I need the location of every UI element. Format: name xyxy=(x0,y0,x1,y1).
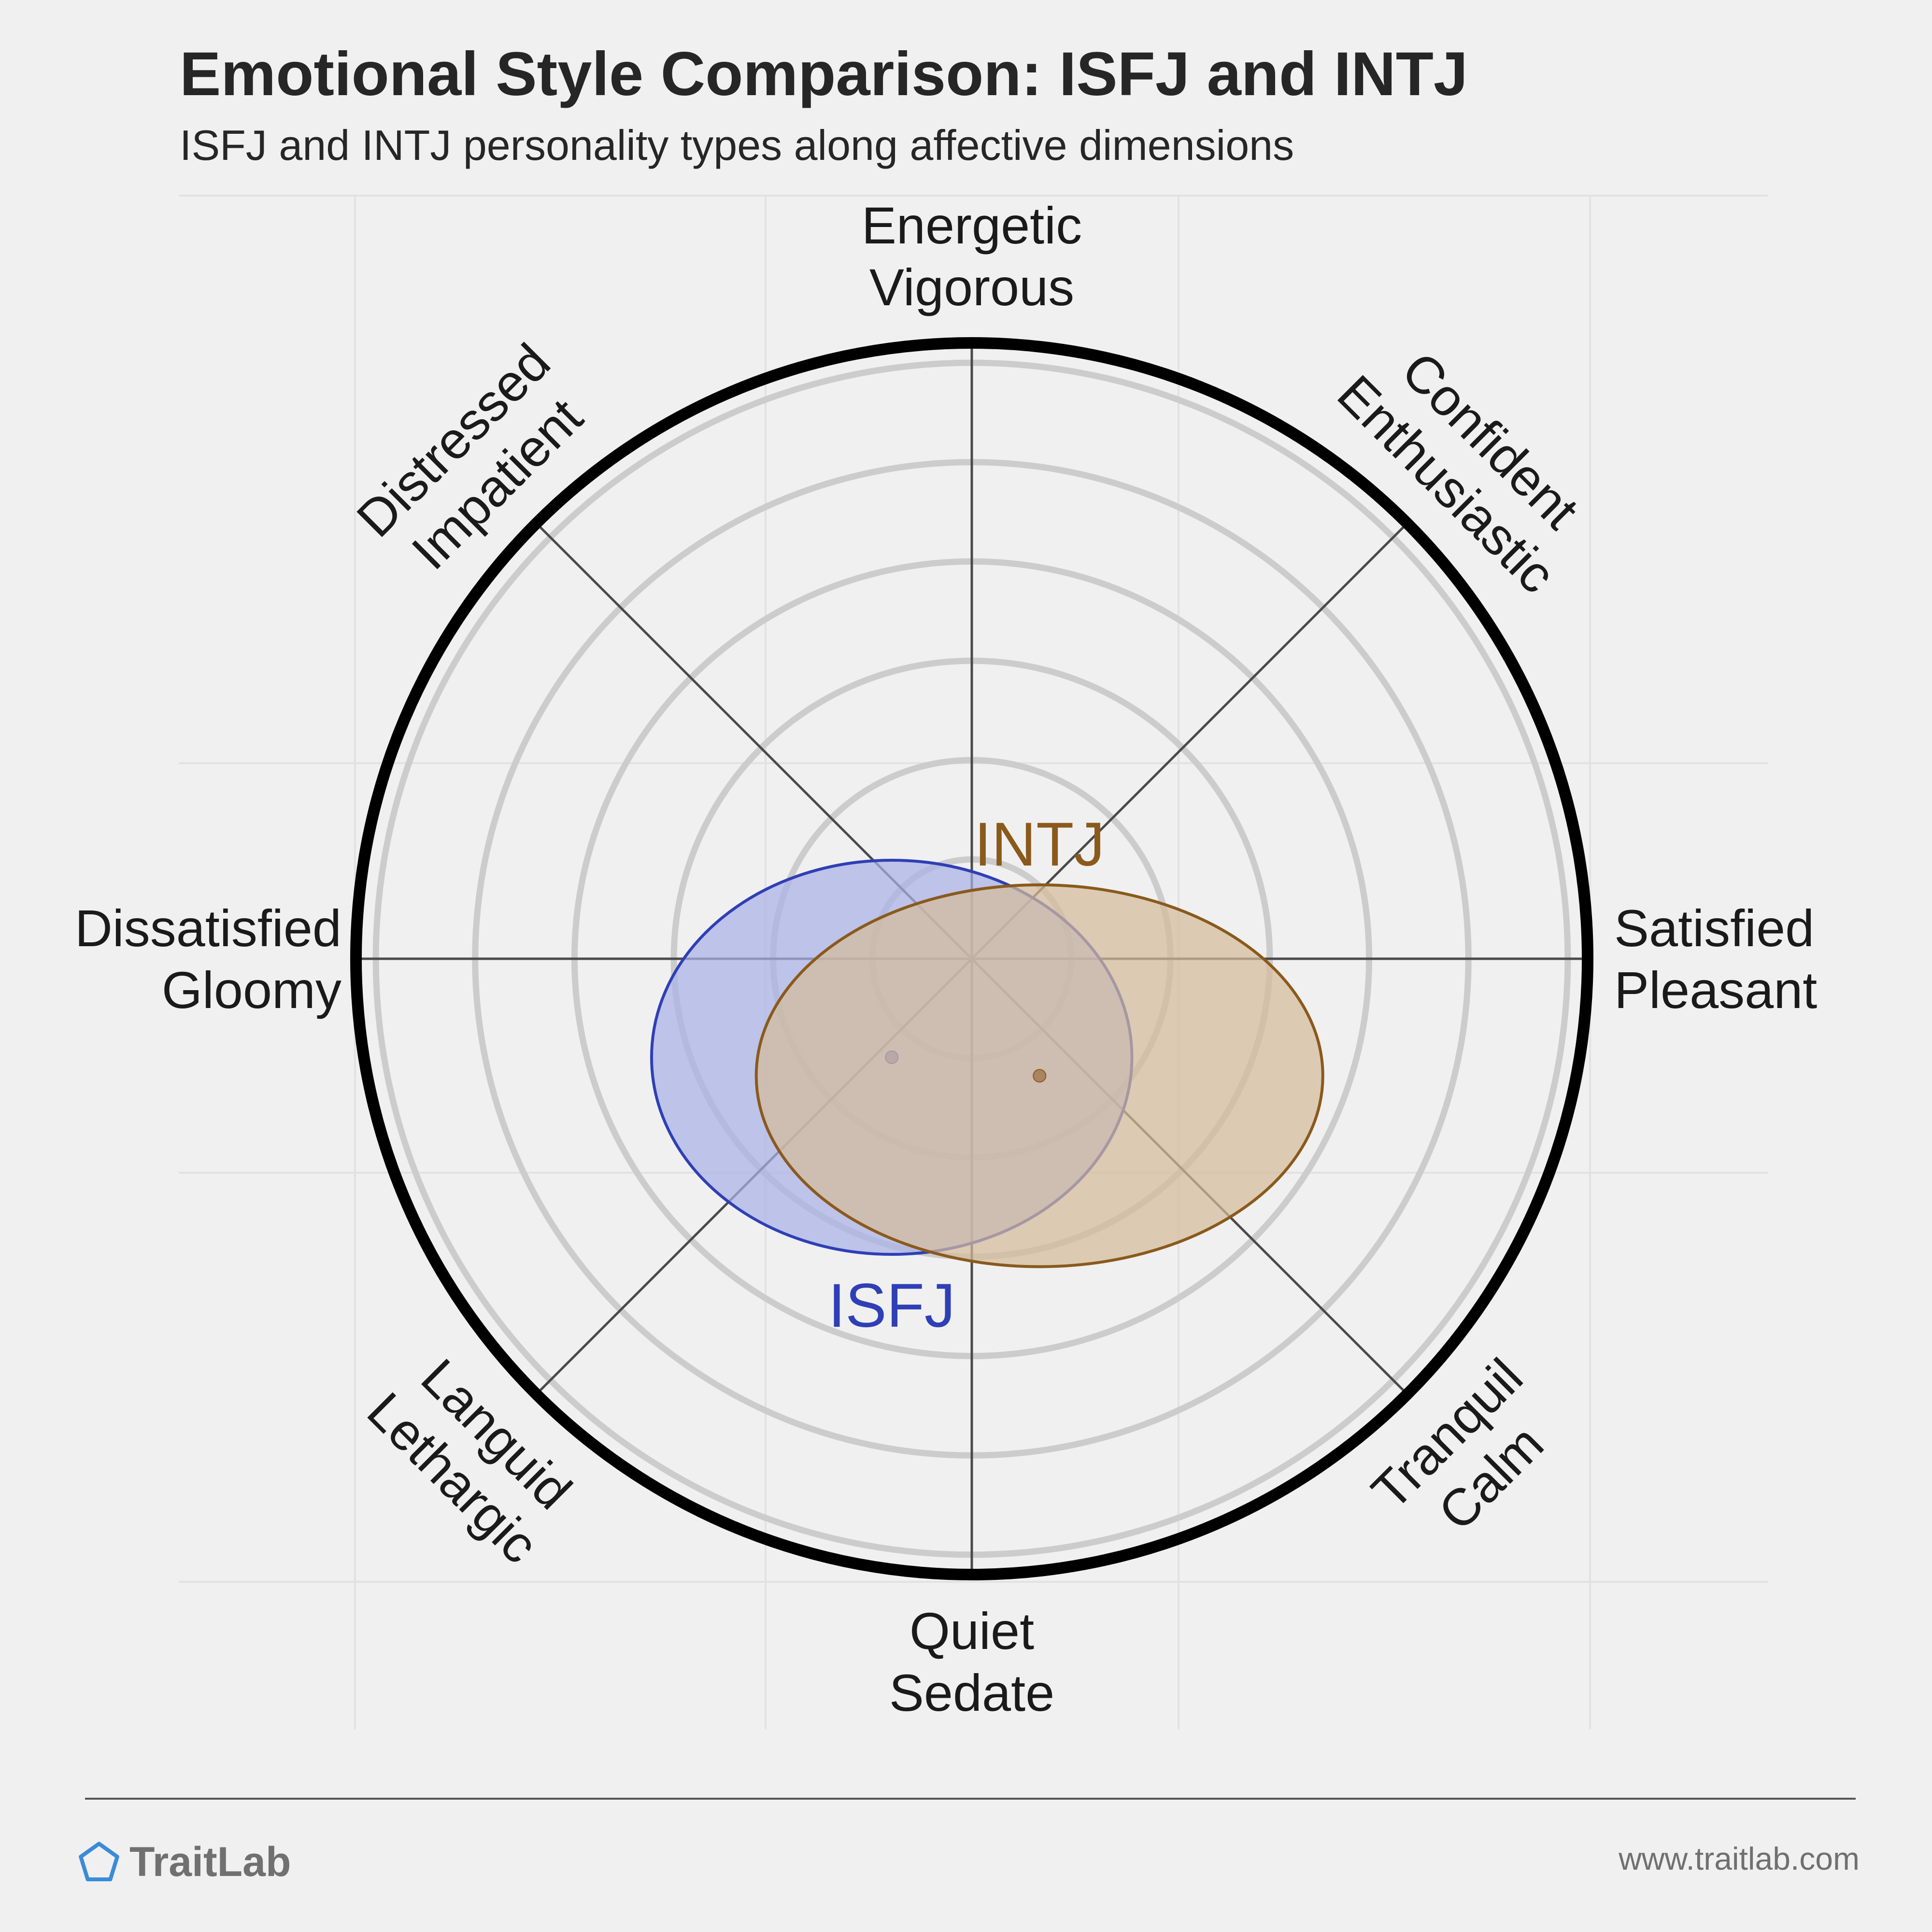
axis-label-line: Dissatisfied xyxy=(75,899,341,957)
type-ellipses xyxy=(650,859,1324,1268)
axis-label-line: Vigorous xyxy=(869,258,1074,316)
axis-label-line: Gloomy xyxy=(162,961,341,1019)
pentagon-icon xyxy=(79,1842,119,1882)
axis-label-line: Satisfied xyxy=(1614,899,1814,957)
type-labels: ISFJ INTJ xyxy=(828,810,1105,1340)
intj-centroid xyxy=(1033,1069,1047,1083)
outer-ring xyxy=(350,337,1593,1580)
intj-label: INTJ xyxy=(974,810,1105,879)
traitlab-logo[interactable]: TraitLab xyxy=(77,1835,291,1889)
site-url[interactable]: www.traitlab.com xyxy=(1619,1841,1860,1876)
axis-label-line: Energetic xyxy=(862,196,1082,255)
chart-subtitle: ISFJ and INTJ personality types along af… xyxy=(180,121,1294,169)
axis-label-line: Quiet xyxy=(909,1602,1034,1660)
axis-label-line: Sedate xyxy=(889,1663,1054,1722)
axis-label-line: Pleasant xyxy=(1614,961,1817,1019)
chart-title: Emotional Style Comparison: ISFJ and INT… xyxy=(180,40,1468,109)
isfj-label: ISFJ xyxy=(828,1271,955,1340)
footer-divider xyxy=(85,1798,1856,1800)
logo-text: TraitLab xyxy=(129,1838,291,1885)
